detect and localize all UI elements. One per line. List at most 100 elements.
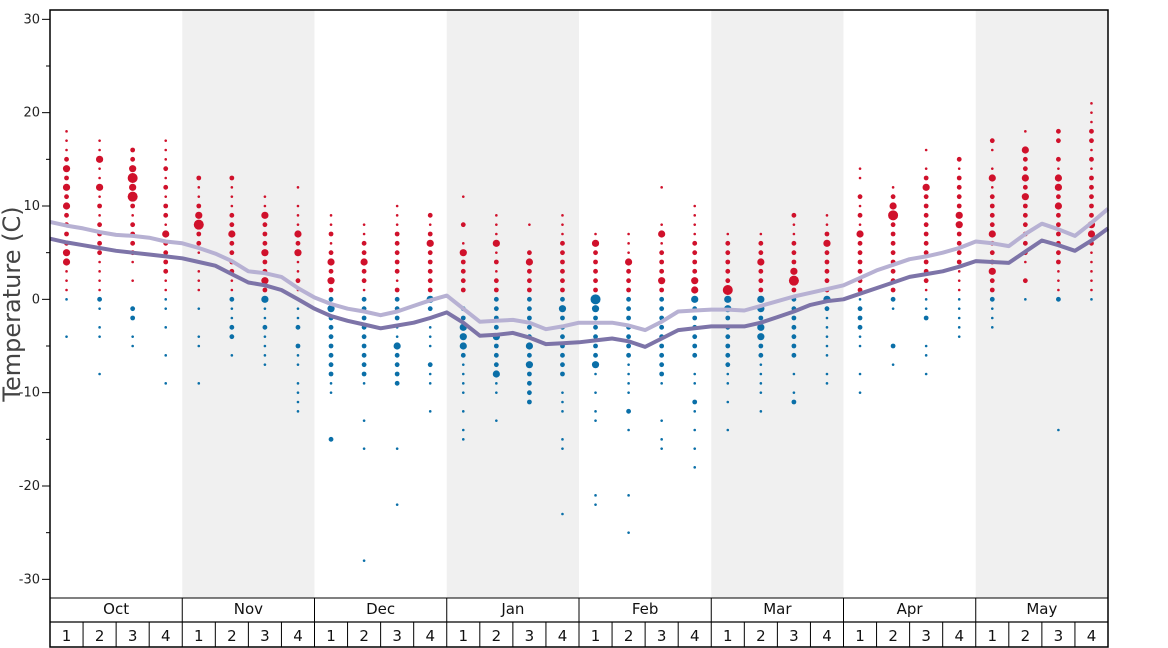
data-point: [394, 259, 400, 265]
data-point: [197, 186, 201, 189]
data-point: [262, 240, 268, 246]
data-point: [98, 288, 101, 292]
data-point: [659, 259, 665, 265]
data-point: [262, 231, 268, 237]
data-point: [560, 362, 565, 368]
data-point: [1056, 222, 1061, 228]
data-point: [97, 240, 102, 246]
data-point: [726, 400, 730, 404]
data-point: [659, 287, 665, 293]
data-point: [624, 258, 633, 266]
data-point: [1087, 230, 1096, 238]
data-point: [593, 352, 598, 358]
data-point: [561, 391, 564, 394]
data-point: [561, 232, 564, 236]
data-point: [1089, 175, 1094, 181]
data-point: [296, 270, 300, 273]
data-point: [328, 362, 334, 368]
data-point: [492, 370, 500, 378]
data-point: [361, 334, 367, 340]
data-point: [989, 296, 995, 302]
data-point: [626, 408, 631, 414]
data-point: [957, 270, 961, 273]
data-point: [858, 176, 862, 180]
data-point: [692, 399, 698, 405]
data-point: [296, 316, 300, 320]
series-line-lower: [49, 226, 1110, 349]
y-tick-label: -20: [19, 479, 40, 494]
data-point: [924, 148, 928, 152]
data-point: [1022, 222, 1028, 228]
data-point: [329, 223, 333, 226]
data-point: [858, 223, 862, 226]
data-point: [759, 372, 763, 376]
data-point: [62, 258, 71, 266]
data-point: [495, 270, 498, 273]
data-point: [229, 250, 235, 256]
data-point: [460, 278, 466, 284]
data-point: [1057, 167, 1060, 170]
data-point: [493, 343, 499, 349]
data-point: [923, 194, 929, 200]
data-point: [989, 194, 995, 200]
data-point: [495, 251, 498, 254]
data-point: [230, 195, 234, 198]
data-point: [560, 287, 565, 293]
data-point: [362, 288, 366, 292]
data-point: [65, 130, 68, 133]
data-point: [857, 259, 863, 265]
data-point: [527, 287, 532, 293]
data-point: [593, 315, 598, 321]
data-point: [691, 286, 699, 294]
data-point: [758, 240, 764, 246]
data-point: [197, 344, 201, 348]
data-point: [164, 148, 168, 152]
data-point: [594, 419, 597, 422]
data-point: [98, 307, 101, 310]
data-point: [395, 223, 399, 226]
data-point: [758, 315, 764, 321]
data-point: [660, 382, 663, 385]
data-point: [229, 222, 235, 228]
data-point: [725, 268, 731, 274]
data-point: [560, 250, 565, 256]
data-point: [361, 240, 367, 246]
data-point: [857, 194, 863, 200]
data-point: [263, 335, 267, 338]
data-point: [591, 239, 600, 247]
data-point: [296, 223, 300, 226]
data-point: [989, 138, 995, 144]
month-label-oct: Oct: [103, 600, 129, 618]
data-point: [394, 352, 400, 358]
trend-lines: [49, 207, 1110, 349]
data-point: [460, 287, 466, 293]
data-point: [329, 242, 333, 245]
data-point: [1090, 102, 1093, 105]
data-point: [857, 306, 863, 312]
data-point: [627, 494, 630, 497]
data-point: [1089, 156, 1094, 162]
data-point: [64, 175, 69, 181]
data-point: [361, 268, 367, 274]
data-point: [163, 250, 169, 256]
data-point: [758, 250, 764, 256]
data-point: [957, 316, 961, 320]
data-point: [428, 382, 432, 385]
data-point: [296, 391, 300, 394]
data-point: [626, 287, 631, 293]
data-point: [627, 382, 630, 385]
data-point: [858, 372, 862, 376]
data-point: [197, 270, 201, 273]
data-point: [525, 342, 534, 350]
week-label: 4: [425, 627, 435, 645]
data-point: [560, 352, 565, 358]
data-point: [527, 380, 532, 386]
data-point: [261, 211, 269, 219]
data-point: [561, 214, 564, 217]
data-point: [65, 288, 68, 292]
data-point: [428, 326, 432, 329]
data-point: [1056, 259, 1061, 265]
data-point: [328, 343, 334, 349]
data-point: [327, 305, 335, 313]
data-point: [295, 240, 301, 246]
